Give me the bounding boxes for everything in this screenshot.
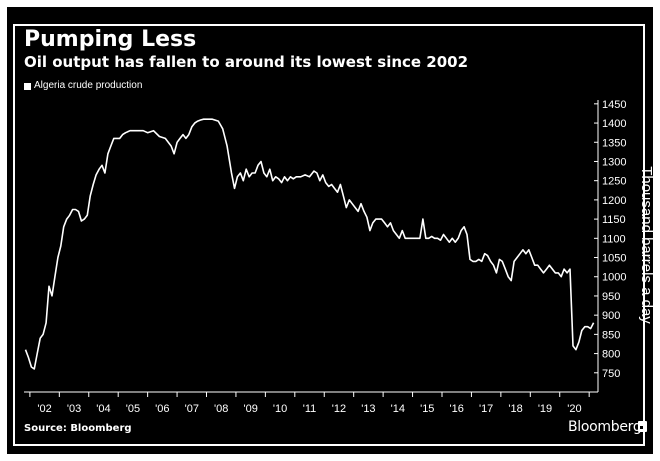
- x-tick-label: '20: [567, 403, 581, 415]
- x-tick-label: '18: [508, 403, 522, 415]
- x-tick-label: '09: [243, 403, 257, 415]
- bloomberg-mark-icon: [638, 421, 647, 432]
- y-axis: 750 800 850 900 950 1000 1050 1100 1150 1200 1250 1…: [594, 99, 626, 392]
- x-tick-label: '10: [273, 403, 287, 415]
- chart-subtitle: Oil output has fallen to around its lowe…: [24, 53, 469, 71]
- x-tick-label: '05: [126, 403, 140, 415]
- x-tick-label: '14: [391, 403, 405, 415]
- y-tick-label: 1350: [602, 137, 626, 149]
- x-tick-label: '17: [479, 403, 493, 415]
- legend-swatch: [24, 82, 31, 90]
- x-tick-label: '13: [361, 403, 375, 415]
- y-axis-label: Thousand barrels a day: [638, 166, 655, 324]
- legend-label: Algeria crude production: [34, 80, 143, 91]
- y-tick-label: 1200: [602, 195, 626, 207]
- x-tick-label: '04: [96, 403, 110, 415]
- x-tick-label: '16: [450, 403, 464, 415]
- legend: Algeria crude production: [24, 80, 142, 92]
- series-layer: [24, 118, 595, 370]
- y-tick-label: 900: [602, 310, 620, 322]
- y-tick-label: 950: [602, 291, 620, 303]
- y-tick-label: 1100: [602, 233, 626, 245]
- x-tick-label: '06: [155, 403, 169, 415]
- y-tick-label: 800: [602, 349, 620, 361]
- x-tick-label: '11: [303, 403, 317, 415]
- x-tick-label: '19: [538, 403, 552, 415]
- x-tick-label: '08: [214, 403, 228, 415]
- source-note: Source: Bloomberg: [24, 423, 132, 434]
- y-tick-label: 1150: [602, 214, 626, 226]
- y-tick-label: 1250: [602, 176, 626, 188]
- x-tick-label: '07: [185, 403, 199, 415]
- bloomberg-logo: Bloomberg: [568, 419, 642, 435]
- series-line-0: [24, 118, 595, 370]
- y-tick-label: 1400: [602, 118, 626, 130]
- y-tick-label: 850: [602, 329, 620, 341]
- y-tick-label: 1300: [602, 156, 626, 168]
- x-axis: '02 '03 '04 '05 '06 '07 '08 '09 '10 '11 '12 '13 '14 '…: [24, 391, 598, 415]
- x-tick-label: '12: [332, 403, 346, 415]
- chart-background: [7, 7, 653, 454]
- x-tick-label: '15: [420, 403, 434, 415]
- x-tick-label: '02: [37, 403, 51, 415]
- y-tick-label: 1450: [602, 99, 626, 111]
- x-tick-label: '03: [67, 403, 81, 415]
- chart-title: Pumping Less: [24, 27, 197, 52]
- y-tick-label: 1050: [602, 253, 626, 265]
- y-tick-label: 1000: [602, 272, 626, 284]
- y-tick-label: 750: [602, 368, 620, 380]
